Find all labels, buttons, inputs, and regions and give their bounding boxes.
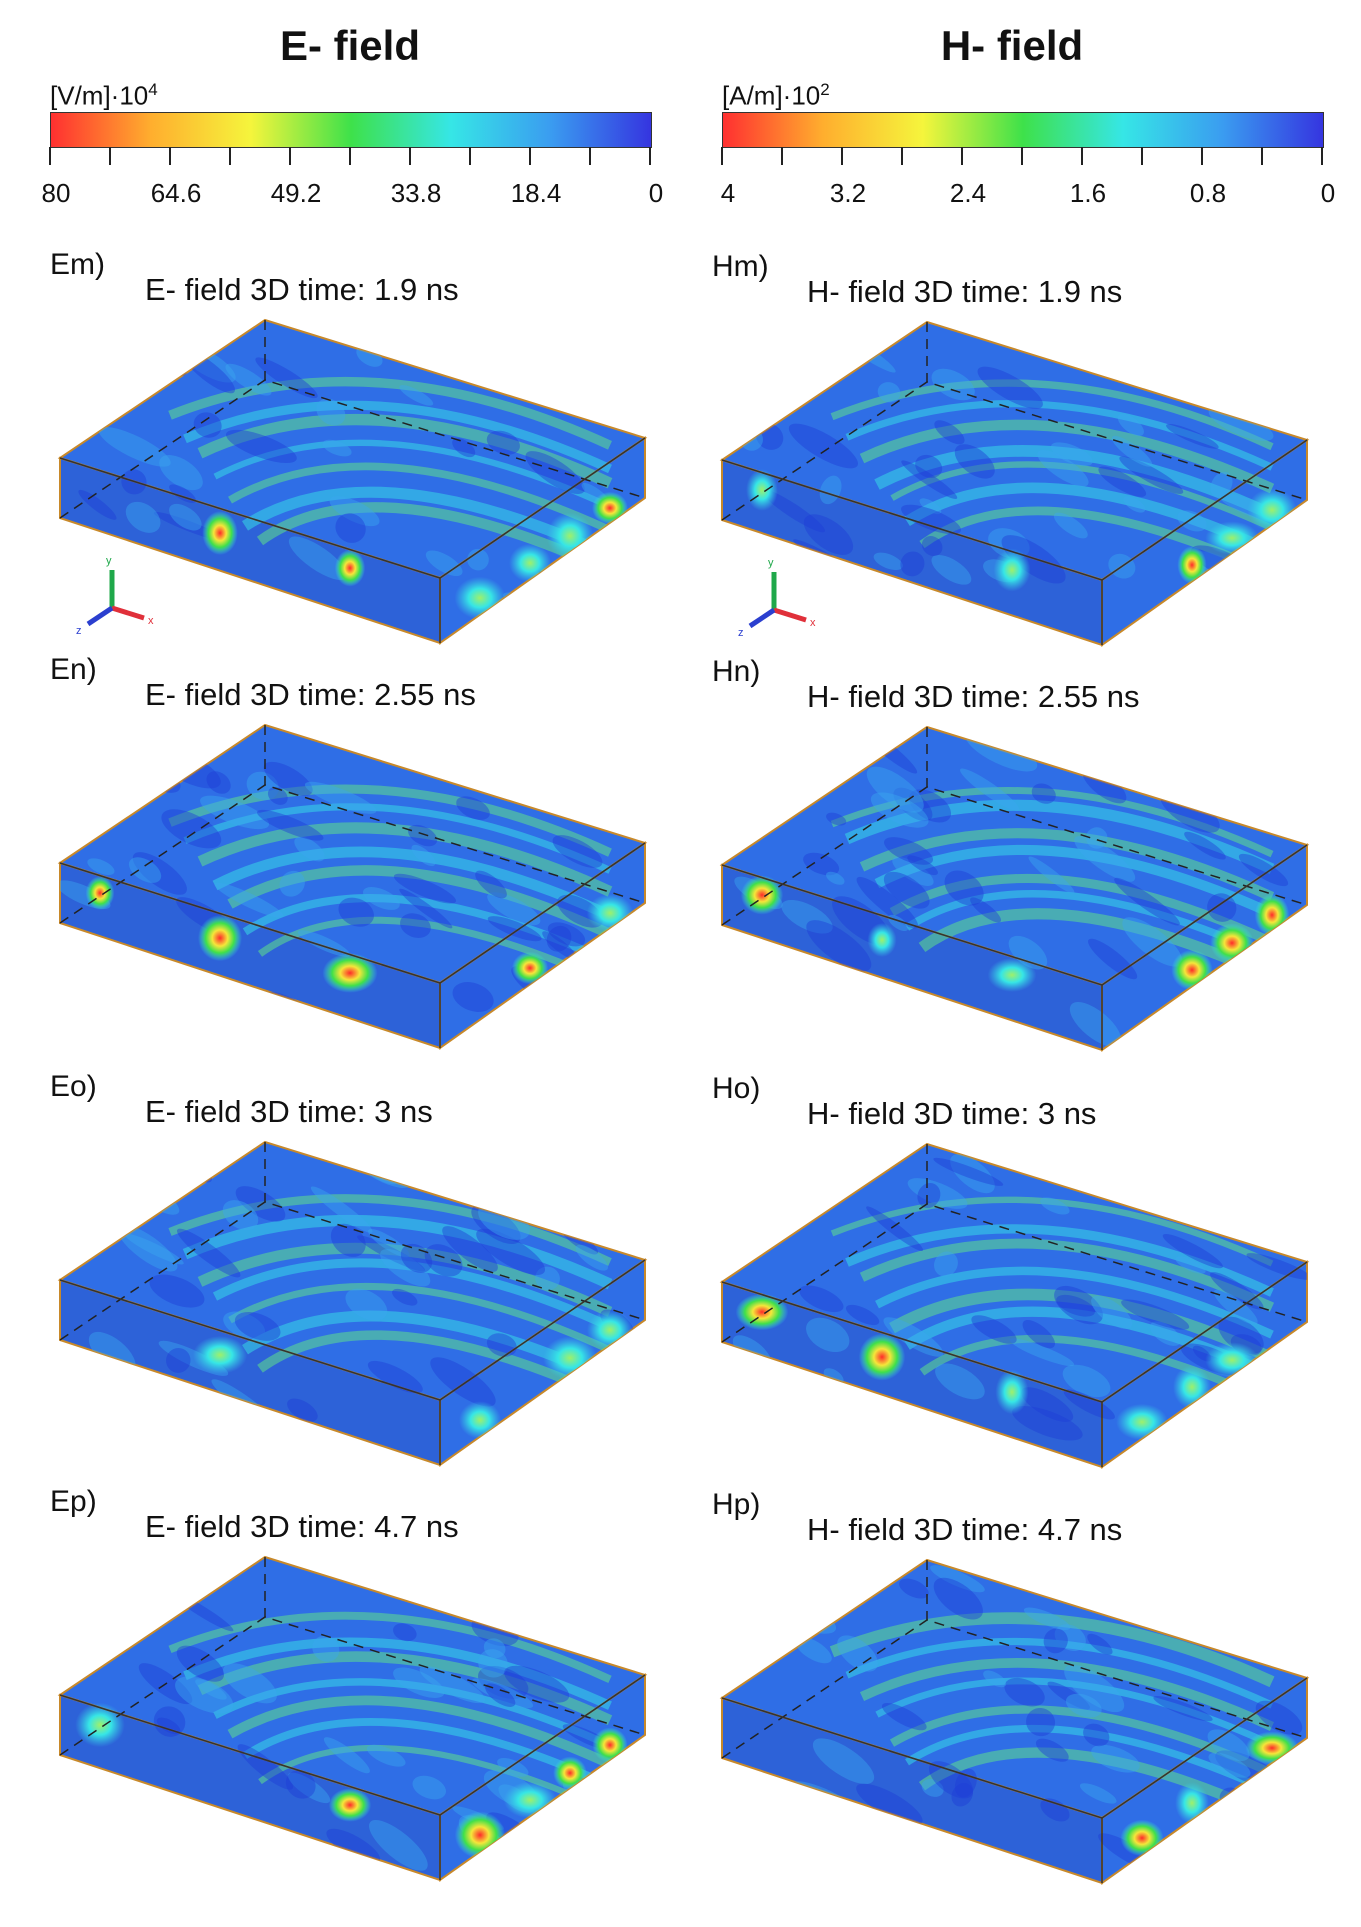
colorbar-tick-mark <box>109 147 111 165</box>
axis-label-y: y <box>106 555 112 567</box>
panel-title: H- field 3D time: 3 ns <box>807 1096 1097 1131</box>
e-field-colorbar-ticks <box>49 147 651 167</box>
panel-label: Hm) <box>712 250 769 283</box>
axis-label-z: z <box>738 627 744 639</box>
colorbar-tick-label: 80 <box>41 178 71 208</box>
colorbar-tick-label: 2.4 <box>949 178 987 208</box>
panel-title: E- field 3D time: 4.7 ns <box>145 1509 459 1544</box>
axis-label-x: x <box>148 615 154 627</box>
colorbar-tick-label: 4 <box>720 178 736 208</box>
colorbar-tick-label: 0 <box>1320 178 1336 208</box>
field-slab-3d <box>57 723 648 1050</box>
colorbar-tick-mark <box>1201 147 1203 165</box>
axis-label-z: z <box>76 625 82 637</box>
panel-en: En) E- field 3D time: 2.55 ns <box>50 653 650 1063</box>
colorbar-tick-mark <box>229 147 231 165</box>
field-slab-3d <box>719 1142 1310 1469</box>
colorbar-tick-label: 18.4 <box>510 178 562 208</box>
panel-title: E- field 3D time: 3 ns <box>145 1094 433 1129</box>
panel-hp: Hp) H- field 3D time: 4.7 ns <box>712 1488 1312 1898</box>
axis-triad-icon: y x z <box>738 557 816 639</box>
h-field-colorbar-tick-labels: 4 3.2 2.4 1.6 0.8 0 <box>720 178 1361 210</box>
colorbar-tick-mark <box>169 147 171 165</box>
colorbar-tick-label: 64.6 <box>150 178 202 208</box>
panel-title: H- field 3D time: 4.7 ns <box>807 1512 1123 1547</box>
e-field-colorbar-unit: [V/m]·104 <box>50 80 158 111</box>
colorbar-tick-mark <box>649 147 651 165</box>
colorbar-tick-mark <box>781 147 783 165</box>
colorbar-tick-mark <box>289 147 291 165</box>
colorbar-tick-mark <box>469 147 471 165</box>
colorbar-tick-mark <box>1081 147 1083 165</box>
panel-hm: Hm) H- field 3D time: 1.9 ns y x z <box>712 250 1312 660</box>
e-field-colorbar-tick-labels: 80 64.6 49.2 33.8 18.4 0 <box>42 178 690 210</box>
panel-title: H- field 3D time: 1.9 ns <box>807 274 1123 309</box>
colorbar-tick-label: 0.8 <box>1189 178 1227 208</box>
panel-hn: Hn) H- field 3D time: 2.55 ns <box>712 655 1312 1065</box>
panel-label: Ho) <box>712 1072 761 1105</box>
field-slab-3d <box>57 1140 648 1467</box>
panel-title: E- field 3D time: 2.55 ns <box>145 677 476 712</box>
field-slab-3d <box>57 1555 648 1882</box>
e-field-column-title: E- field <box>279 22 420 69</box>
colorbar-tick-label: 1.6 <box>1069 178 1107 208</box>
colorbar-tick-mark <box>349 147 351 165</box>
panel-title: H- field 3D time: 2.55 ns <box>807 679 1140 714</box>
field-slab-3d <box>719 725 1310 1052</box>
field-slab-3d <box>719 320 1310 647</box>
colorbar-tick-mark <box>721 147 723 165</box>
h-field-colorbar-unit: [A/m]·102 <box>722 80 830 111</box>
colorbar-tick-mark <box>1261 147 1263 165</box>
axis-label-x: x <box>810 617 816 629</box>
panel-ho: Ho) H- field 3D time: 3 ns <box>712 1072 1312 1482</box>
colorbar-tick-mark <box>901 147 903 165</box>
panel-label: Hp) <box>712 1488 761 1521</box>
colorbar-tick-label: 49.2 <box>270 178 322 208</box>
panel-label: En) <box>50 653 97 686</box>
colorbar-tick-label: 3.2 <box>829 178 867 208</box>
colorbar-tick-mark <box>1321 147 1323 165</box>
colorbar-tick-mark <box>529 147 531 165</box>
h-field-colorbar <box>722 112 1324 148</box>
colorbar-tick-mark <box>841 147 843 165</box>
e-field-colorbar <box>50 112 652 148</box>
panel-eo: Eo) E- field 3D time: 3 ns <box>50 1070 650 1480</box>
panel-label: Em) <box>50 248 105 281</box>
colorbar-tick-mark <box>1021 147 1023 165</box>
colorbar-tick-mark <box>589 147 591 165</box>
colorbar-tick-mark <box>409 147 411 165</box>
h-field-colorbar-ticks <box>721 147 1323 167</box>
panel-ep: Ep) E- field 3D time: 4.7 ns <box>50 1485 650 1895</box>
h-field-colorbar-legend: [A/m]·102 4 3.2 2.4 1.6 0.8 0 <box>721 80 1342 210</box>
panel-em: Em) E- field 3D time: 1.9 ns y x z <box>50 248 650 658</box>
panel-title: E- field 3D time: 1.9 ns <box>145 272 459 307</box>
colorbar-tick-label: 33.8 <box>390 178 442 208</box>
colorbar-tick-mark <box>49 147 51 165</box>
h-field-column-title: H- field <box>940 22 1084 69</box>
colorbar-tick-mark <box>1141 147 1143 165</box>
field-slab-3d <box>57 318 648 645</box>
e-field-colorbar-legend: [V/m]·104 80 64.6 49.2 33.8 18.4 0 <box>42 80 670 210</box>
panel-label: Eo) <box>50 1070 97 1103</box>
colorbar-tick-mark <box>961 147 963 165</box>
colorbar-tick-label: 0 <box>648 178 664 208</box>
panel-label: Hn) <box>712 655 761 688</box>
field-slab-3d <box>719 1558 1310 1885</box>
axis-triad-icon: y x z <box>76 555 154 637</box>
panel-label: Ep) <box>50 1485 97 1518</box>
axis-label-y: y <box>768 557 774 569</box>
